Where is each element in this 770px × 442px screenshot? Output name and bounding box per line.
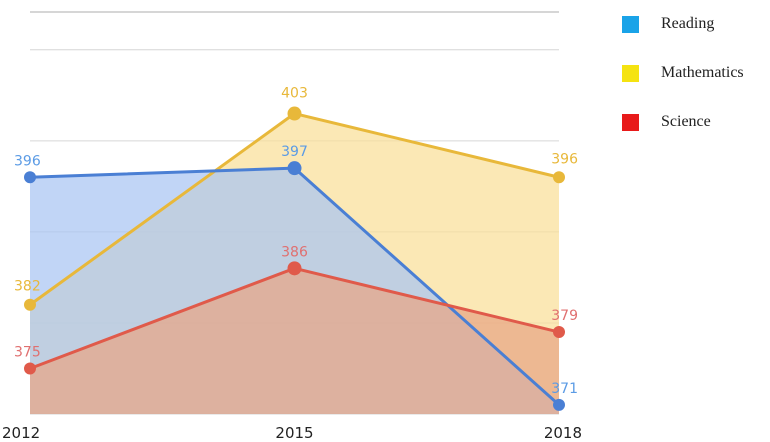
chart-legend: Reading Mathematics Science — [622, 12, 770, 159]
legend-swatch-reading — [622, 15, 639, 33]
data-point-mathematics — [24, 298, 36, 311]
data-label-science: 375 — [14, 344, 41, 360]
data-label-reading: 397 — [281, 144, 308, 160]
legend-label-mathematics: Mathematics — [661, 64, 744, 81]
legend-label-science: Science — [661, 113, 711, 130]
legend-item-science[interactable]: Science — [622, 110, 770, 134]
data-label-mathematics: 403 — [281, 86, 308, 102]
data-label-reading: 396 — [14, 153, 41, 169]
x-tick-label: 2012 — [2, 424, 40, 442]
chart-plot-area: 382 403 396 396 397 371 375 386 379 2012 2015 2018 — [2, 11, 582, 442]
data-label-science: 379 — [551, 308, 578, 324]
data-point-reading — [24, 171, 36, 184]
data-point-science — [287, 261, 302, 276]
data-point-mathematics — [553, 171, 565, 184]
data-label-mathematics: 382 — [14, 279, 41, 295]
legend-label-reading: Reading — [661, 15, 715, 32]
x-tick-label: 2018 — [544, 424, 582, 442]
legend-swatch-mathematics — [622, 64, 639, 82]
data-point-science — [24, 362, 36, 375]
data-point-mathematics — [287, 106, 302, 121]
data-label-reading: 371 — [551, 381, 578, 397]
data-point-reading — [287, 161, 302, 176]
data-label-mathematics: 396 — [551, 151, 578, 167]
data-point-science — [553, 326, 565, 339]
legend-item-mathematics[interactable]: Mathematics — [622, 61, 770, 85]
data-point-reading — [553, 398, 565, 411]
x-tick-label: 2015 — [275, 424, 313, 442]
legend-item-reading[interactable]: Reading — [622, 12, 770, 36]
data-label-science: 386 — [281, 244, 308, 260]
area-science — [30, 268, 559, 414]
legend-swatch-science — [622, 113, 639, 131]
